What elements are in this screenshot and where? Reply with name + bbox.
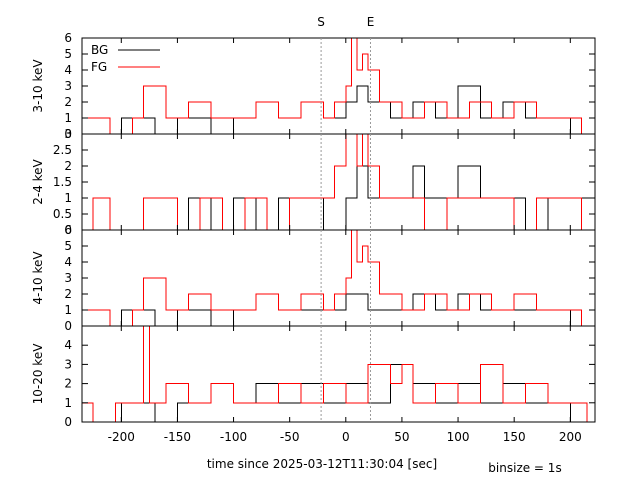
panel-3: 0 1 2 3 4 5 6 4-10 keV (31, 223, 596, 333)
legend-label-fg: FG (91, 60, 107, 74)
x-tick-label: -100 (220, 430, 247, 444)
marker-e-label: E (367, 15, 375, 29)
legend: BG FG (91, 43, 160, 74)
y-tick-label: 2 (64, 95, 72, 109)
y-tick-label: 1.5 (53, 175, 72, 189)
y-tick-label: 6 (64, 31, 72, 45)
y-tick-label: 0 (64, 319, 72, 333)
x-tick-label: 100 (447, 430, 470, 444)
y-tick-label: 2 (64, 377, 72, 391)
x-tick-label: 0 (342, 430, 350, 444)
panel-frame (81, 325, 596, 423)
y-tick-label: 3 (64, 271, 72, 285)
series-fg-line (82, 325, 595, 423)
series-bg-line (82, 293, 595, 327)
x-axis-label: time since 2025-03-12T11:30:04 [sec] (207, 457, 437, 471)
y-tick-label: 2 (64, 287, 72, 301)
y-tick-label: 3 (64, 127, 72, 141)
panel-1: 0 1 2 3 4 5 6 3-10 keV (31, 31, 596, 141)
y-tick-label: 2 (64, 159, 72, 173)
series-fg-line (82, 229, 595, 327)
y-tick-label: 1 (64, 303, 72, 317)
panel-2: 0 0.5 1 1.5 2 2.5 3 2-4 keV (31, 127, 596, 237)
y-tick-label: 5 (64, 239, 72, 253)
series-fg-line (82, 133, 595, 231)
x-tick-label: -50 (280, 430, 300, 444)
panels-group: 0 1 2 3 4 5 6 3-10 keV 0 0.5 1 1.5 2 2.5 3 2-4 keV 0 1 2 3 4… (31, 31, 596, 429)
series-fg-line (82, 37, 595, 135)
y-tick-label: 0 (64, 127, 72, 141)
series-bg-line (82, 85, 595, 135)
y-tick-label: 5 (64, 47, 72, 61)
x-axis: -200 -150 -100 -50 0 50 100 150 200 (108, 430, 582, 444)
y-tick-label: 0 (64, 415, 72, 429)
y-tick-label: 0.5 (53, 207, 72, 221)
y-tick-label: 6 (64, 223, 72, 237)
marker-s-label: S (317, 15, 325, 29)
y-tick-label: 1 (64, 191, 72, 205)
y-tick-label: 0 (64, 223, 72, 237)
panel-frame (81, 133, 596, 231)
y-tick-label: 3 (64, 357, 72, 371)
y-tick-label: 2.5 (53, 143, 72, 157)
y-tick-label: 4 (64, 63, 72, 77)
x-tick-label: 50 (394, 430, 409, 444)
x-tick-label: 150 (503, 430, 526, 444)
y-axis-label: 10-20 keV (31, 343, 45, 405)
y-tick-label: 3 (64, 79, 72, 93)
panel-4: 0 1 2 3 4 10-20 keV (31, 325, 596, 429)
y-axis-label: 2-4 keV (31, 158, 45, 204)
y-axis-label: 4-10 keV (31, 251, 45, 305)
y-axis-label: 3-10 keV (31, 59, 45, 113)
y-tick-label: 4 (64, 338, 72, 352)
x-tick-label: -200 (108, 430, 135, 444)
x-tick-label: -150 (164, 430, 191, 444)
legend-label-bg: BG (91, 43, 108, 57)
y-tick-label: 1 (64, 111, 72, 125)
y-tick-label: 1 (64, 396, 72, 410)
series-bg-line (82, 363, 595, 423)
binsize-note: binsize = 1s (488, 461, 561, 475)
y-tick-label: 4 (64, 255, 72, 269)
x-tick-label: 200 (559, 430, 582, 444)
